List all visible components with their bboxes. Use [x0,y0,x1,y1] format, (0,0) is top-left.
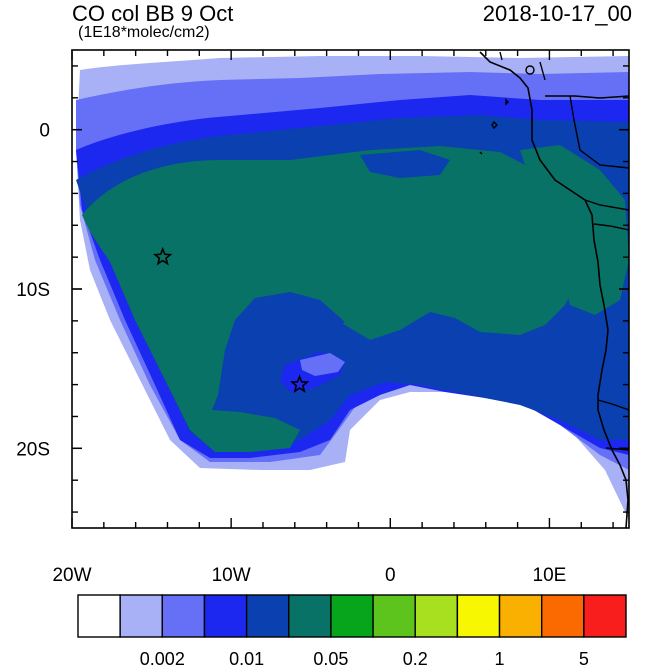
colorbar-box [330,594,374,638]
island-3 [505,98,509,106]
y-tick-label: 0 [39,121,50,142]
x-tick-label: 10E [533,565,567,586]
map-plot-area [72,50,629,528]
y-tick-label: 20S [16,439,50,460]
colorbar-box [583,594,627,638]
colorbar-box [498,594,543,638]
country-border-3 [584,199,629,211]
x-tick-label: 0 [385,565,396,586]
plume-inner-patch-2 [255,295,345,330]
colorbar-box [77,594,121,638]
country-border-4 [593,223,629,231]
colorbar-box [161,594,206,638]
axis-ticks [71,50,629,528]
africa-coastline [479,51,629,528]
colorbar-label: 0.002 [140,649,185,667]
country-border-7 [499,51,546,81]
star-markers [153,246,310,393]
colorbar-label: 5 [579,649,589,667]
units-label: (1E18*molec/cm2) [78,24,210,41]
colorbar-box [203,594,248,638]
axis-tick-labels: 20W 10W 0 10E 0 10S 20S [16,121,566,586]
star-marker-north-icon [153,246,173,266]
colorbar-label: 0.05 [313,649,348,667]
island-4 [479,151,483,155]
y-tick-label: 10S [16,280,50,301]
x-tick-label: 20W [52,565,91,586]
plume-contour-teal-east [520,145,629,315]
island-2 [491,120,498,130]
colorbar-box [540,594,585,638]
star-marker-south-icon [289,374,310,393]
plume-inner-patch-5 [300,353,345,376]
colorbar-box [288,594,332,638]
colorbar-box [414,594,459,638]
plume-contour-teal [82,146,580,452]
x-tick-label: 10W [212,565,251,586]
map-title: CO col BB 9 Oct [72,1,234,26]
island-1 [525,65,535,75]
colorbar [77,594,627,638]
country-border-2 [569,95,629,169]
colorbar-box [372,594,416,638]
colorbar-labels: 0.002 0.01 0.05 0.2 1 5 [140,649,589,667]
colorbar-box [456,594,501,638]
colorbar-box [119,594,164,638]
datetime-label: 2018-10-17_00 [482,1,632,26]
colorbar-label: 0.2 [403,649,428,667]
colorbar-box [245,594,290,638]
country-border-5 [597,399,629,411]
colorbar-label: 0.01 [229,649,264,667]
colorbar-label: 1 [495,649,505,667]
country-border-6 [605,447,629,451]
plume-inner-patch-1 [360,150,450,178]
country-border-1 [545,95,629,99]
